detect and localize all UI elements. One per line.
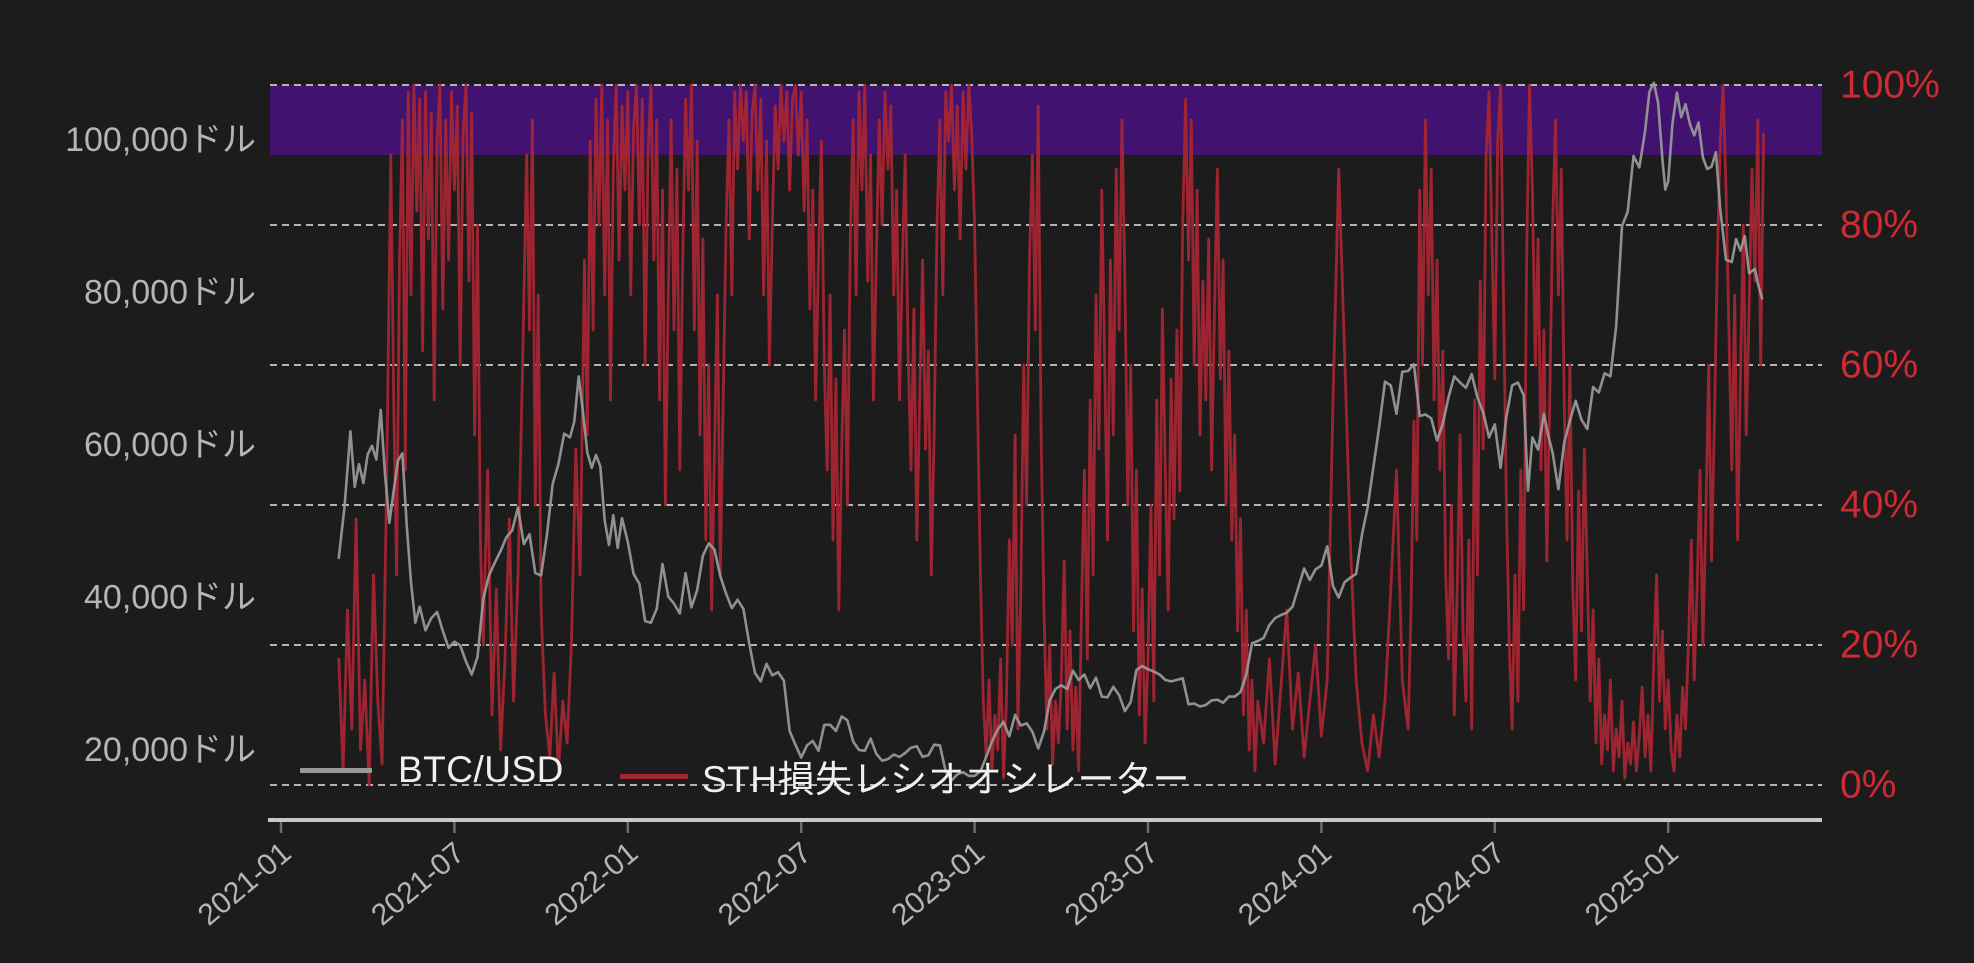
right-axis-label-100pct: 100% bbox=[1840, 64, 1940, 107]
right-axis-label-40pct: 40% bbox=[1840, 484, 1918, 527]
btc-usd-legend-swatch bbox=[300, 767, 372, 773]
legend-item-btc-usd[interactable]: BTC/USD bbox=[300, 749, 564, 791]
right-axis-label-80pct: 80% bbox=[1840, 204, 1918, 247]
left-axis-label-20000: 20,000ドル bbox=[84, 731, 256, 769]
btc-usd-price-line bbox=[337, 81, 1764, 782]
series-lines bbox=[337, 81, 1765, 787]
right-axis-label-60pct: 60% bbox=[1840, 344, 1918, 387]
left-axis-label-40000: 40,000ドル bbox=[84, 579, 256, 617]
left-axis-label-80000: 80,000ドル bbox=[84, 274, 256, 312]
sth-oscillator-legend-label: STH損失レシオオシレーター bbox=[702, 759, 1190, 800]
sth-oscillator-legend-swatch bbox=[620, 773, 688, 779]
legend-item-sth-oscillator[interactable]: STH損失レシオオシレーター bbox=[620, 749, 1190, 803]
left-axis-label-100000: 100,000ドル bbox=[65, 121, 256, 159]
overbought-band bbox=[270, 85, 1822, 155]
btc-usd-legend-label: BTC/USD bbox=[398, 749, 564, 790]
x-axis-ticks bbox=[279, 822, 1670, 833]
right-axis-label-20pct: 20% bbox=[1840, 624, 1918, 667]
left-axis-label-60000: 60,000ドル bbox=[84, 426, 256, 464]
right-axis-percent-labels: 0% 20% 40% 60% 80% 100% bbox=[1840, 64, 1940, 807]
sth-loss-ratio-oscillator-line bbox=[337, 83, 1765, 787]
left-axis-price-labels: 20,000ドル 40,000ドル 60,000ドル 80,000ドル 100,000ド… bbox=[65, 121, 256, 769]
right-axis-label-0pct: 0% bbox=[1840, 764, 1896, 807]
